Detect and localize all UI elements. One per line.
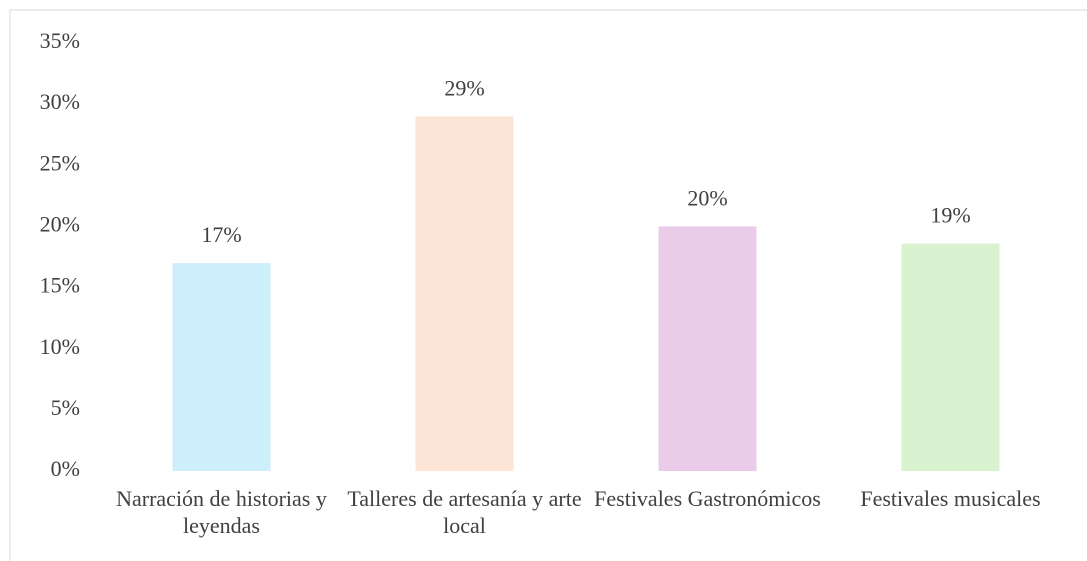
chart-frame [9,9,1087,561]
x-tick-label: Talleres de artesanía y arte local [347,486,582,538]
bar [415,116,514,471]
bar [901,243,1000,471]
x-tick-label: Narración de historias y leyendas [116,486,327,538]
x-tick-label-box: Festivales musicales [860,486,1041,511]
x-tick-label: Festivales Gastronómicos [594,486,821,511]
y-tick-label: 25% [40,150,80,175]
x-tick-label-box: Talleres de artesanía y arte local [347,486,582,538]
y-tick-label: 30% [40,89,80,114]
y-tick-label: 0% [51,456,80,481]
data-label: 29% [444,75,484,100]
y-tick-label: 5% [51,395,80,420]
y-tick-label: 15% [40,273,80,298]
bar [172,263,271,471]
bar [658,226,757,471]
y-tick-label: 20% [40,211,80,236]
y-tick-label: 35% [40,28,80,53]
x-tick-label: Festivales musicales [860,486,1041,511]
data-label: 19% [930,203,970,228]
y-tick-label: 10% [40,334,80,359]
x-tick-label-box: Festivales Gastronómicos [594,486,821,511]
data-label: 17% [201,222,241,247]
data-label: 20% [687,185,727,210]
x-tick-label-box: Narración de historias y leyendas [116,486,327,538]
